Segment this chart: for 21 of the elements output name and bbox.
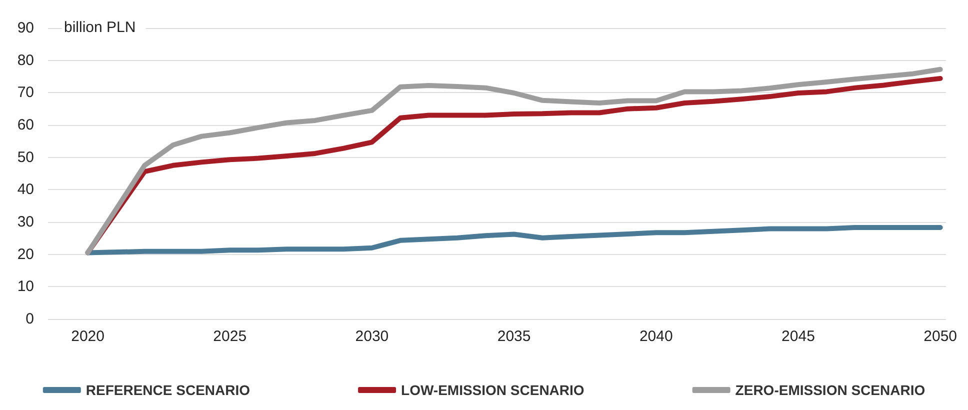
legend-label: LOW-EMISSION SCENARIO bbox=[401, 382, 584, 398]
y-tick-label: 90 bbox=[17, 20, 34, 36]
y-tick-label: 30 bbox=[17, 214, 34, 230]
x-tick-label: 2050 bbox=[924, 328, 958, 345]
y-tick-label: 60 bbox=[17, 116, 34, 134]
y-tick-label: 0 bbox=[26, 310, 34, 328]
x-tick-label: 2025 bbox=[213, 328, 247, 345]
x-tick-label: 2035 bbox=[497, 328, 531, 345]
x-tick-label: 2030 bbox=[355, 328, 389, 345]
y-tick-label: 50 bbox=[17, 148, 34, 166]
y-tick-label: 10 bbox=[17, 278, 34, 296]
y-tick-label: 20 bbox=[17, 246, 34, 263]
x-tick-label: 2045 bbox=[782, 328, 815, 345]
legend-label: REFERENCE SCENARIO bbox=[86, 382, 250, 398]
x-tick-label: 2020 bbox=[71, 328, 104, 345]
x-tick-label: 2040 bbox=[639, 328, 673, 345]
y-axis-title: billion PLN bbox=[64, 19, 136, 36]
y-tick-label: 70 bbox=[17, 84, 34, 102]
y-tick-label: 40 bbox=[17, 181, 34, 198]
legend-label: ZERO-EMISSION SCENARIO bbox=[735, 382, 926, 398]
y-tick-label: 80 bbox=[17, 52, 34, 69]
